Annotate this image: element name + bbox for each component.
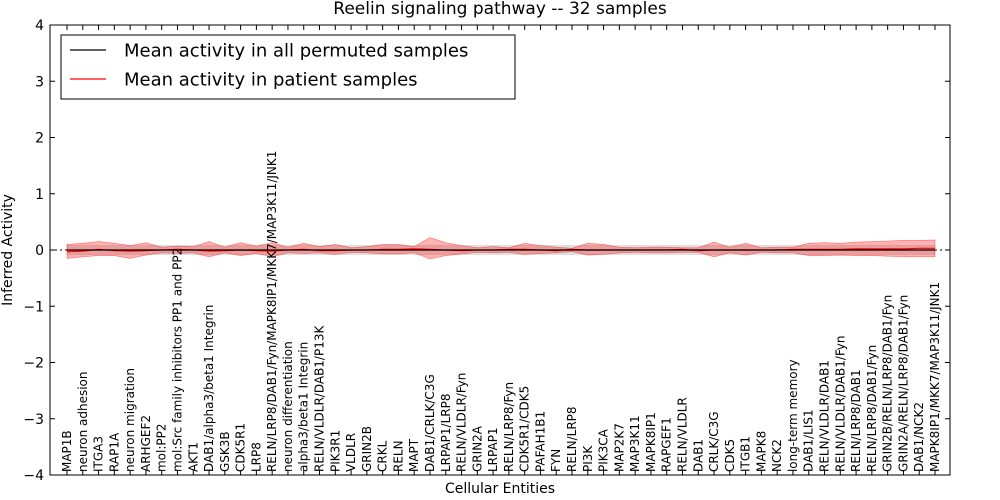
x-tick-label: GRIN2B	[360, 426, 374, 472]
y-tick-label: −3	[23, 412, 44, 428]
x-tick-label: mol:Src family inhibitors PP1 and PP2	[171, 248, 185, 472]
x-tick-label: ARHGEF2	[139, 415, 153, 472]
x-tick-label: CRLK/C3G	[707, 411, 721, 472]
x-tick-label: PI3K	[581, 445, 595, 472]
x-tick-label: ITGB1	[739, 436, 753, 472]
x-tick-label: neuron migration	[123, 368, 137, 472]
legend: Mean activity in all permuted samples Me…	[60, 34, 516, 100]
x-axis: MAP1B neuron adhesion ITGA3 RAP1A neuron mig…	[60, 25, 942, 475]
x-tick-label: RAP1A	[107, 432, 121, 472]
x-tick-label: NCK2	[770, 439, 784, 472]
x-tick-label: RELN/VLDLR/DAB1/Fyn	[833, 336, 847, 472]
y-axis-label: Inferred Activity	[0, 194, 16, 306]
y-axis: −4 −3 −2 −1 0 1 2 3 4	[23, 18, 950, 484]
y-tick-label: 2	[35, 131, 44, 147]
x-tick-label: DAB1/NCK2	[912, 402, 926, 472]
x-tick-label: MAPT	[407, 438, 421, 472]
x-tick-label: DAB1/CRLK/C3G	[423, 374, 437, 472]
x-tick-label: RELN/LRP8/Fyn	[502, 382, 516, 472]
x-tick-label: long-term memory	[786, 359, 800, 472]
legend-label-patient: Mean activity in patient samples	[124, 70, 418, 91]
x-tick-label: CDK5R1/CDK5	[518, 386, 532, 472]
x-tick-label: RELN/LRP8	[565, 406, 579, 472]
x-tick-label: alpha3/beta1 Integrin	[297, 342, 311, 472]
x-tick-label: LRPAP1	[486, 427, 500, 472]
x-tick-label: neuron differentiation	[281, 341, 295, 472]
x-tick-label: RELN	[391, 440, 405, 472]
x-tick-label: RELN/LRP8/DAB1	[849, 369, 863, 472]
x-tick-label: RELN/VLDLR/DAB1	[818, 360, 832, 472]
band-patient	[66, 237, 936, 260]
y-tick-label: 4	[35, 18, 44, 34]
x-tick-label: MAP3K11	[628, 415, 642, 472]
x-tick-label: PIK3CA	[597, 428, 611, 472]
x-tick-label: RELN/VLDLR	[676, 397, 690, 472]
x-tick-label: mol:PP2	[155, 423, 169, 472]
confidence-bands	[66, 237, 936, 260]
x-tick-label: GRIN2B/RELN/LRP8/DAB1/Fyn	[881, 295, 895, 472]
x-tick-label: CDK5	[723, 439, 737, 472]
x-tick-label: MAPK8	[754, 431, 768, 472]
x-axis-label: Cellular Entities	[445, 481, 555, 497]
x-tick-label: MAP2K7	[612, 423, 626, 472]
x-tick-label: neuron adhesion	[76, 371, 90, 472]
x-tick-label: RELN/LRP8/DAB1/Fyn	[865, 345, 879, 472]
x-tick-label: DAB1/LIS1	[802, 409, 816, 472]
x-tick-label: GSK3B	[218, 431, 232, 472]
y-tick-label: 1	[35, 187, 44, 203]
x-tick-label: RELN/VLDLR/DAB1/P13K	[313, 325, 327, 472]
x-tick-label: CDK5R1	[234, 423, 248, 472]
x-tick-label: AKT1	[186, 442, 200, 472]
x-tick-label: FYN	[549, 449, 563, 472]
legend-label-permuted: Mean activity in all permuted samples	[124, 41, 468, 62]
y-tick-label: −1	[23, 299, 44, 315]
y-tick-label: 0	[35, 243, 44, 259]
x-tick-label: PIK3R1	[328, 430, 342, 472]
x-tick-label: DAB1	[691, 439, 705, 472]
series-lines	[66, 247, 935, 253]
x-tick-label: MAPK8IP1/MKK7/MAP3K11/JNK1	[928, 282, 942, 472]
x-tick-label: VLDLR	[344, 433, 358, 472]
x-tick-label: GRIN2A	[470, 425, 484, 472]
x-tick-label: RAPGEF1	[660, 417, 674, 472]
x-tick-label: RELN/VLDLR/Fyn	[455, 373, 469, 472]
legend-box	[60, 34, 516, 100]
x-tick-label: LRPAP1/LRP8	[439, 394, 453, 473]
x-tick-label: DAB1/alpha3/beta1 Integrin	[202, 305, 216, 472]
y-tick-label: −4	[23, 468, 44, 484]
x-tick-label: ITGA3	[92, 436, 106, 472]
x-tick-label: PAFAH1B1	[534, 411, 548, 472]
x-tick-label: MAP1B	[60, 430, 74, 472]
x-tick-label: CRKL	[376, 440, 390, 472]
x-tick-label: RELN/LRP8/DAB1/Fyn/MAPK8IP1/MKK7/MAP3K11…	[265, 151, 279, 472]
x-tick-label: LRP8	[249, 442, 263, 472]
x-tick-label: MAPK8IP1	[644, 412, 658, 472]
y-tick-label: −2	[23, 356, 44, 372]
chart-title: Reelin signaling pathway -- 32 samples	[333, 0, 667, 19]
y-tick-label: 3	[35, 74, 44, 90]
x-tick-label: GRIN2A/RELN/LRP8/DAB1/Fyn	[896, 295, 910, 472]
